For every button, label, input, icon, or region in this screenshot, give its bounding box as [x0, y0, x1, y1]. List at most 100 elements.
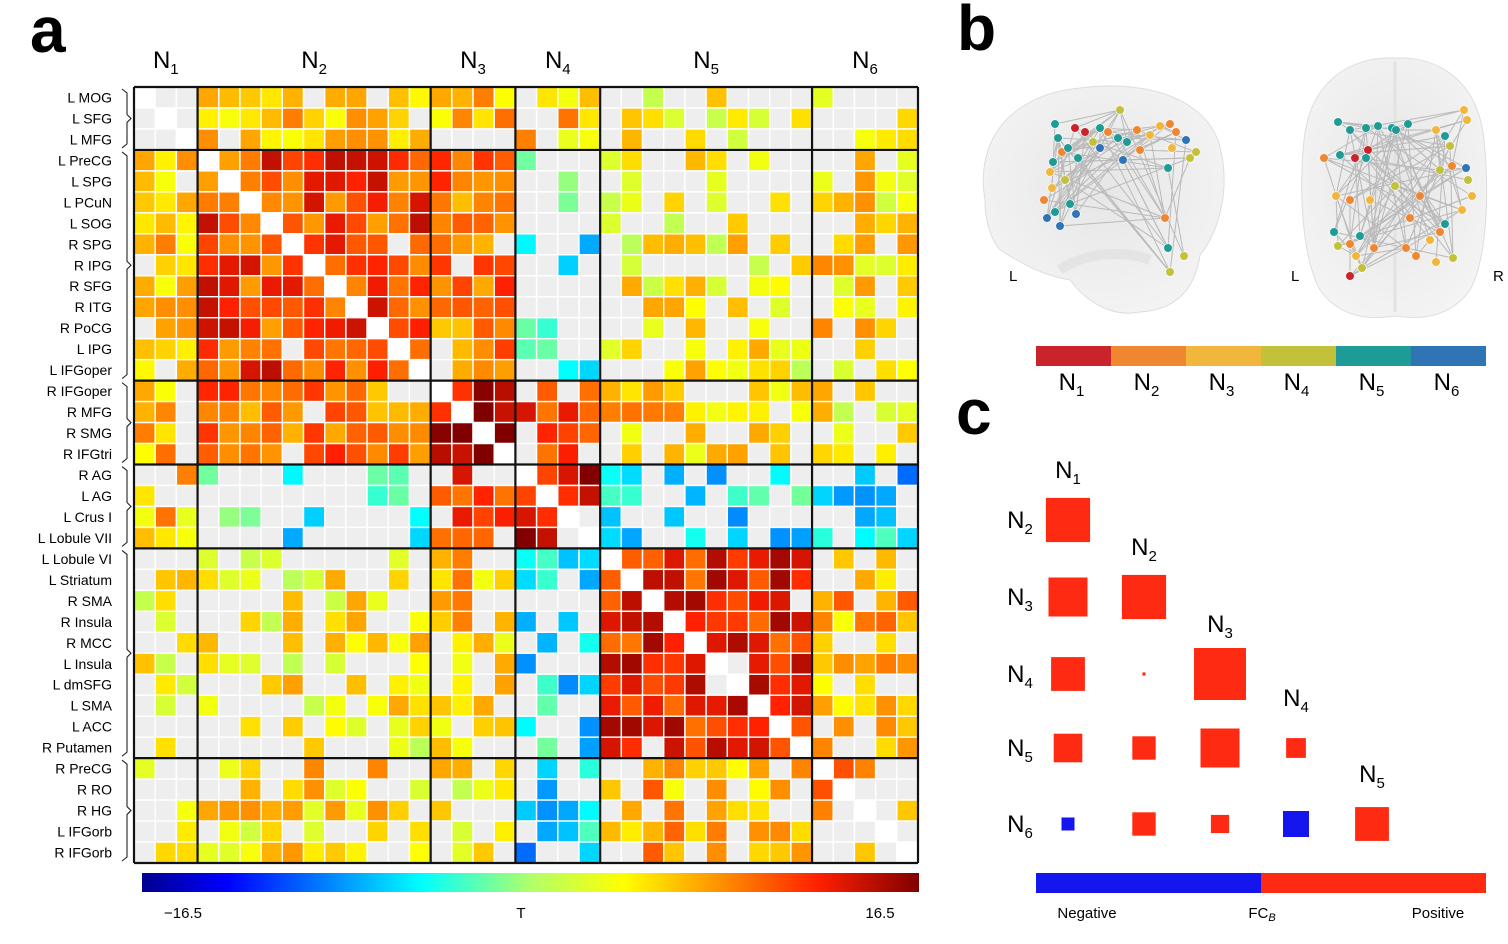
matrix-cell	[324, 170, 347, 193]
matrix-cell	[302, 547, 326, 571]
matrix-cell	[239, 296, 262, 319]
matrix-cell	[578, 799, 601, 822]
region-row-label: R ITG	[75, 299, 112, 315]
matrix-cell	[366, 128, 389, 151]
matrix-cell	[133, 254, 156, 277]
matrix-cell	[790, 526, 813, 550]
matrix-cell	[853, 337, 877, 361]
matrix-cell	[641, 317, 665, 340]
matrix-cell	[175, 296, 199, 319]
matrix-cell	[345, 107, 368, 130]
matrix-cell	[832, 799, 856, 822]
matrix-cell	[726, 505, 750, 529]
matrix-cell	[281, 694, 305, 717]
matrix-cell	[175, 568, 199, 592]
matrix-cell	[599, 400, 623, 424]
matrix-cell	[874, 526, 898, 550]
matrix-cell	[196, 337, 220, 361]
matrix-cell	[239, 233, 262, 256]
matrix-cell	[472, 505, 495, 529]
matrix-cell	[408, 317, 432, 340]
matrix-cell	[387, 799, 411, 822]
matrix-cell	[493, 442, 517, 466]
fc-square	[1132, 812, 1156, 836]
matrix-cell	[726, 736, 750, 759]
matrix-cell	[260, 631, 284, 654]
matrix-cell	[705, 841, 728, 864]
connection-edge	[1136, 129, 1166, 219]
matrix-cell	[218, 400, 241, 424]
matrix-cell	[493, 631, 517, 654]
matrix-cell	[535, 442, 559, 466]
matrix-cell	[472, 589, 495, 613]
matrix-cell	[853, 107, 877, 130]
matrix-cell	[663, 400, 686, 424]
matrix-cell	[684, 568, 707, 592]
network-column-label: N2	[301, 47, 327, 78]
matrix-cell	[302, 296, 326, 319]
matrix-cell	[366, 233, 389, 256]
region-node	[1039, 195, 1049, 205]
sagittal-side-label: L	[1009, 268, 1017, 285]
matrix-cell	[535, 317, 559, 340]
matrix-cell	[663, 463, 686, 487]
matrix-cell	[451, 191, 474, 214]
matrix-cell	[218, 568, 241, 592]
region-row-label: R PreCG	[55, 761, 112, 777]
colorbar-a	[142, 873, 919, 892]
matrix-cell	[620, 463, 644, 487]
matrix-cell	[726, 610, 750, 633]
matrix-cell	[790, 254, 813, 277]
matrix-cell	[747, 694, 771, 717]
region-node	[1048, 157, 1058, 167]
matrix-cell	[705, 337, 728, 361]
matrix-cell	[493, 337, 517, 361]
matrix-cell	[747, 484, 771, 508]
region-node	[1390, 181, 1400, 191]
matrix-cell	[747, 610, 771, 633]
matrix-cell	[302, 526, 326, 550]
fc-square	[1121, 574, 1167, 620]
matrix-cell	[790, 589, 813, 613]
matrix-cell	[705, 421, 728, 445]
matrix-cell	[705, 505, 728, 529]
matrix-cell	[726, 421, 750, 445]
matrix-cell	[557, 568, 580, 592]
group-row-label: N2	[1007, 507, 1033, 538]
matrix-cell	[429, 547, 453, 571]
matrix-cell	[514, 715, 538, 738]
matrix-cell	[557, 547, 580, 571]
matrix-cell	[811, 296, 834, 319]
fc-square	[1194, 648, 1246, 700]
matrix-cell	[663, 505, 686, 529]
matrix-cell	[196, 317, 220, 340]
region-node	[1365, 195, 1375, 205]
matrix-cell	[663, 820, 686, 843]
connection-edge	[1373, 125, 1379, 249]
matrix-cell	[663, 86, 686, 109]
matrix-cell	[324, 526, 347, 550]
matrix-cell	[154, 421, 178, 445]
matrix-cell	[705, 254, 728, 277]
matrix-cell	[196, 421, 220, 445]
matrix-cell	[514, 547, 538, 571]
matrix-cell	[535, 149, 559, 172]
matrix-cell	[663, 610, 686, 633]
matrix-cell	[790, 149, 813, 172]
matrix-cell	[154, 568, 178, 592]
matrix-cell	[218, 212, 241, 235]
matrix-cell	[599, 715, 623, 738]
matrix-cell	[705, 610, 728, 633]
matrix-cell	[175, 484, 199, 508]
matrix-cell	[281, 484, 305, 508]
region-node	[1319, 153, 1329, 163]
network-legend-label: N2	[1134, 369, 1160, 400]
matrix-cell	[366, 317, 389, 340]
matrix-cell	[429, 526, 453, 550]
matrix-cell	[620, 820, 644, 843]
matrix-cell	[557, 86, 580, 109]
matrix-cell	[557, 841, 580, 864]
matrix-cell	[768, 652, 792, 675]
matrix-cell	[832, 484, 856, 508]
region-node	[1132, 125, 1142, 135]
